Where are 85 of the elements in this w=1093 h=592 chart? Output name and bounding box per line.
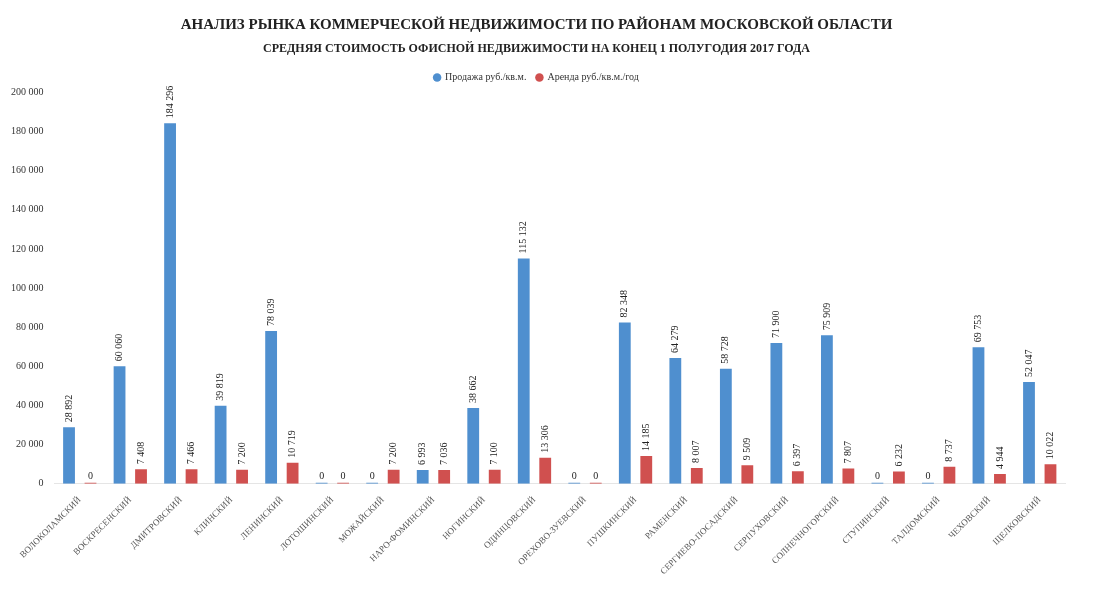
- data-label: 64 279: [668, 325, 680, 353]
- bar: [63, 427, 75, 484]
- data-label: 184 296: [163, 85, 175, 119]
- bar: [488, 469, 501, 484]
- data-label: 0: [88, 470, 93, 482]
- data-label: 0: [925, 470, 931, 482]
- bar: [539, 457, 552, 484]
- data-label: 39 819: [214, 373, 226, 401]
- data-label: 8 007: [690, 440, 702, 464]
- bar: [214, 405, 227, 484]
- data-label: 52 047: [1022, 349, 1034, 377]
- y-tick-label: 80 000: [16, 320, 44, 332]
- bar: [741, 465, 754, 484]
- data-label: 38 662: [466, 375, 478, 404]
- bar: [286, 462, 299, 484]
- bar: [994, 474, 1006, 484]
- data-label: 4 944: [993, 446, 1005, 470]
- bar: [438, 469, 451, 484]
- data-label: 7 807: [842, 440, 853, 464]
- data-label: 0: [319, 470, 325, 482]
- legend-label: Аренда руб./кв.м./год: [547, 71, 639, 83]
- data-label: 7 036: [437, 442, 449, 465]
- data-label: 10 022: [1044, 431, 1056, 460]
- bar: [517, 258, 530, 484]
- legend-label: Продажа руб./кв.м.: [445, 71, 527, 83]
- data-label: 10 719: [286, 430, 298, 458]
- bar: [113, 366, 126, 484]
- bar: [387, 469, 400, 484]
- data-label: 7 100: [488, 442, 500, 465]
- data-label: 60 060: [113, 333, 125, 362]
- bar: [618, 322, 631, 484]
- bar: [690, 468, 703, 484]
- bar: [467, 408, 480, 484]
- y-tick-label: 180 000: [11, 125, 44, 137]
- data-label: 78 039: [264, 298, 276, 327]
- data-label: 58 728: [719, 336, 731, 364]
- bar: [640, 456, 653, 484]
- y-tick-label: 100 000: [11, 281, 44, 293]
- data-label: 0: [571, 470, 577, 482]
- data-label: 0: [340, 470, 346, 482]
- data-label: 0: [874, 470, 880, 482]
- chart-title: АНАЛИЗ РЫНКА КОММЕРЧЕСКОЙ НЕДВИЖИМОСТИ ПО РАЙОНАМ МОСКОВСКОЙ ОБЛАСТИ: [180, 15, 893, 32]
- data-label: 0: [593, 470, 599, 482]
- bar: [1044, 464, 1057, 484]
- y-tick-label: 0: [38, 477, 44, 489]
- bar: [972, 347, 985, 484]
- bar: [791, 471, 804, 484]
- data-label: 9 509: [740, 437, 752, 461]
- data-label: 14 185: [639, 423, 651, 451]
- data-label: 7 466: [185, 441, 197, 465]
- data-label: 7 200: [235, 442, 247, 465]
- y-tick-label: 20 000: [16, 438, 44, 450]
- y-tick-label: 120 000: [11, 242, 44, 254]
- y-tick-label: 140 000: [11, 203, 44, 215]
- bar: [416, 470, 429, 484]
- data-label: 6 232: [892, 444, 904, 467]
- data-label: 13 306: [538, 425, 550, 453]
- data-label: 75 909: [820, 302, 832, 331]
- bar: [135, 469, 147, 484]
- y-tick-label: 200 000: [11, 86, 44, 98]
- chart-subtitle: СРЕДНЯЯ СТОИМОСТЬ ОФИСНОЙ НЕДВИЖИМОСТИ НА КОНЕЦ 1 ПОЛУГОДИЯ 2017 ГОДА: [263, 41, 811, 56]
- bar: [770, 343, 783, 484]
- bar: [265, 331, 278, 484]
- data-label: 69 753: [972, 314, 984, 343]
- data-label: 28 892: [62, 394, 74, 423]
- y-tick-label: 40 000: [16, 399, 44, 411]
- data-label: 8 737: [943, 439, 955, 462]
- bar: [1023, 381, 1035, 484]
- data-label: 115 132: [517, 221, 529, 254]
- data-label: 71 900: [770, 310, 781, 339]
- data-label: 0: [369, 470, 375, 482]
- bar: [842, 468, 855, 484]
- bar: [236, 469, 248, 484]
- data-label: 6 397: [791, 443, 803, 467]
- data-label: 6 993: [416, 442, 428, 466]
- bar: [892, 471, 905, 484]
- y-tick-label: 60 000: [16, 359, 44, 371]
- data-label: 7 408: [134, 441, 146, 465]
- bar: [719, 368, 732, 484]
- data-label: 82 348: [618, 290, 630, 318]
- bar: [669, 357, 682, 484]
- bar: [164, 123, 176, 484]
- bar: [821, 335, 833, 484]
- data-label: 7 200: [387, 442, 399, 465]
- y-tick-label: 160 000: [11, 164, 44, 176]
